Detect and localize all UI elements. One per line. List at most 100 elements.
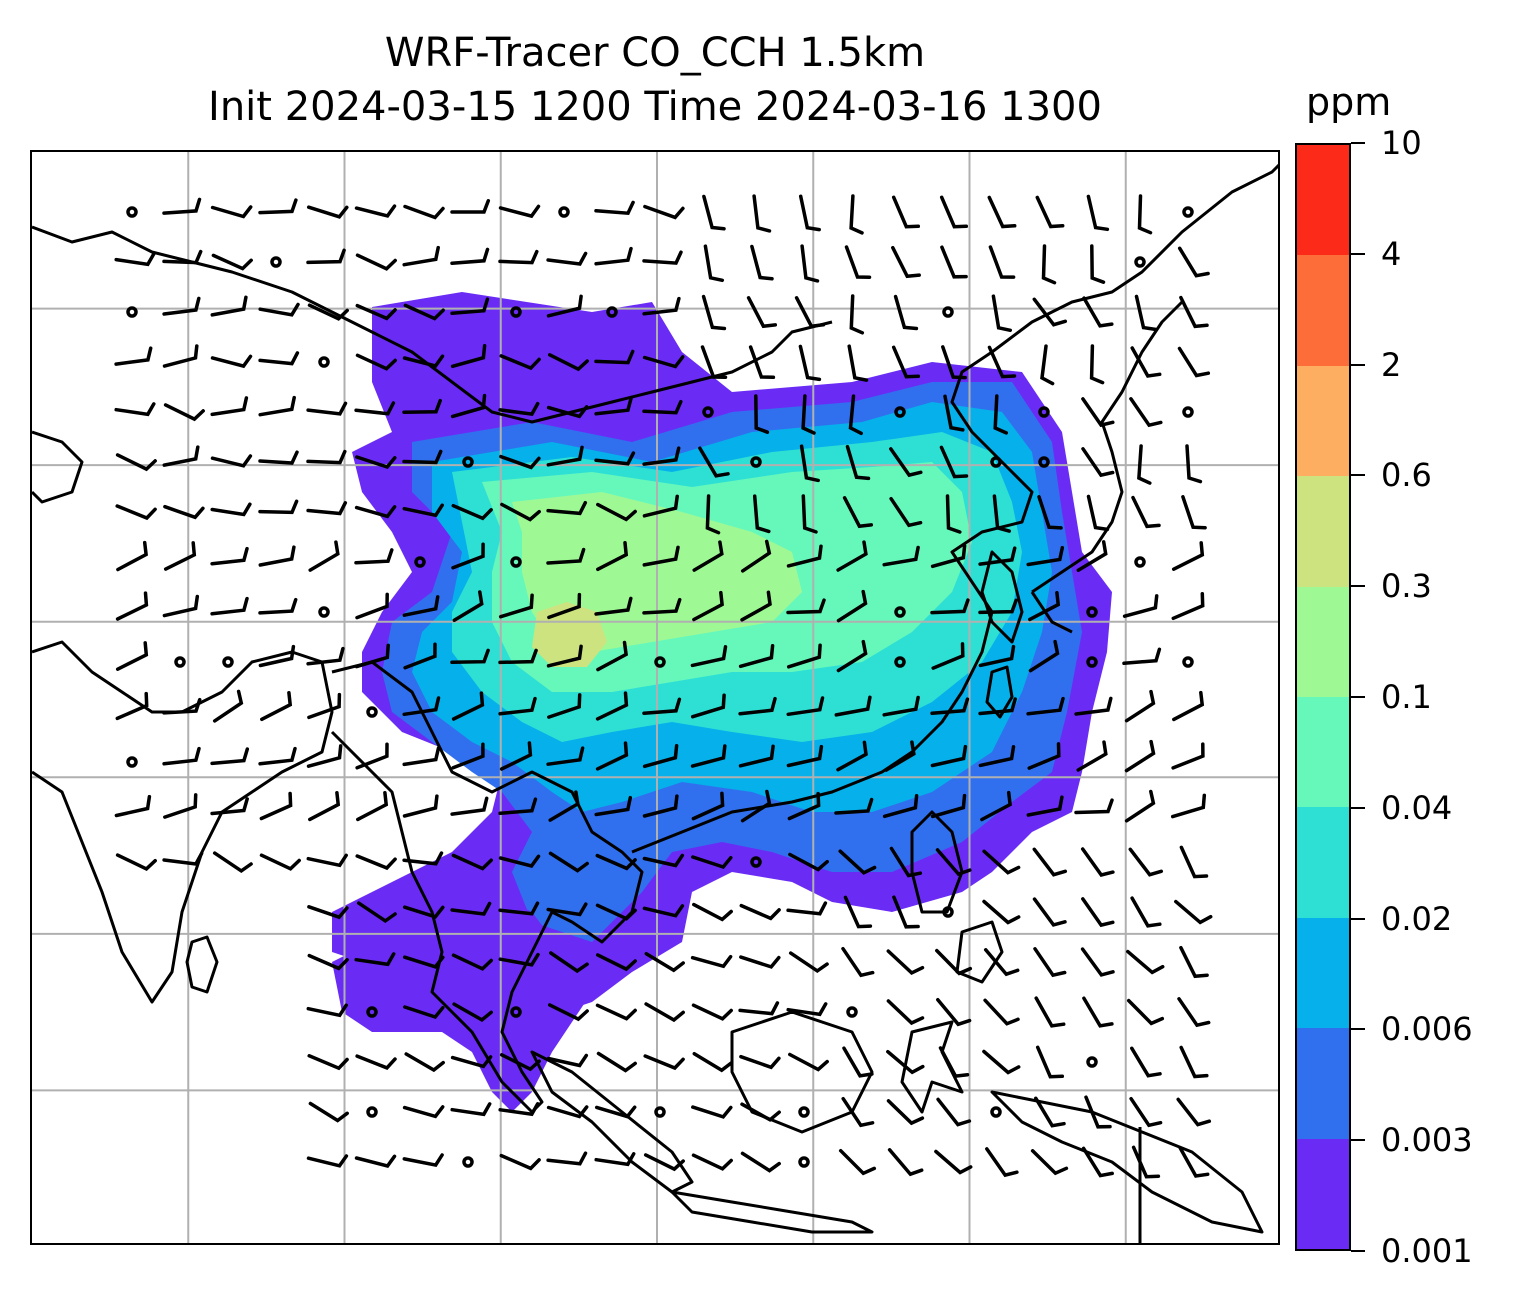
colorbar-tick-mark: [1351, 917, 1365, 920]
wind-barb: [886, 949, 925, 975]
wind-barb: [355, 742, 389, 770]
wind-barb: [887, 1148, 924, 1177]
colorbar-tick-label: 0.1: [1381, 678, 1432, 716]
wind-barb: [594, 246, 633, 266]
wind-barb: [114, 252, 156, 267]
calm-wind-marker: [318, 606, 330, 618]
wind-barb: [306, 1003, 348, 1018]
wind-barb: [1076, 740, 1108, 772]
wind-barb: [642, 697, 682, 715]
wind-barb: [930, 793, 967, 819]
wind-barb: [1177, 997, 1211, 1028]
wind-barb: [841, 1096, 875, 1128]
wind-barb: [978, 644, 1016, 668]
wind-barb: [499, 354, 541, 371]
wind-barb: [1179, 945, 1209, 979]
wind-barb: [355, 353, 397, 371]
wind-barb: [308, 790, 341, 822]
calm-wind-marker: [366, 1006, 378, 1018]
wind-barb: [115, 691, 149, 721]
wind-barb: [798, 344, 822, 382]
wind-barb: [982, 899, 1021, 925]
wind-barb: [451, 742, 485, 770]
wind-barb: [162, 197, 202, 215]
calm-wind-marker: [174, 656, 186, 668]
wind-barb: [700, 345, 728, 379]
wind-barb: [306, 401, 348, 416]
colorbar-tick-label: 0.001: [1381, 1232, 1473, 1270]
wind-barb: [1033, 947, 1067, 978]
wind-barb: [643, 204, 685, 220]
wind-barb: [162, 445, 200, 467]
calm-wind-marker: [750, 856, 762, 868]
wind-barb: [1170, 793, 1207, 819]
wind-barb: [889, 447, 923, 478]
calm-wind-marker: [942, 906, 954, 918]
wind-barb: [786, 643, 822, 669]
wind-barb: [1026, 545, 1065, 567]
wind-barb: [1084, 1095, 1112, 1129]
colorbar-tick-mark: [1351, 142, 1365, 144]
wind-barb: [594, 396, 633, 416]
wind-barb: [1130, 896, 1162, 928]
wind-barb: [886, 1099, 925, 1126]
wind-barb: [642, 794, 679, 818]
wind-barb: [691, 1153, 733, 1171]
wind-barb: [691, 1003, 733, 1021]
wind-barb: [115, 591, 149, 621]
wind-barb: [842, 496, 874, 529]
wind-barb: [498, 797, 538, 816]
wind-barb: [595, 853, 637, 871]
wind-barb: [402, 245, 440, 267]
wind-barb: [114, 794, 152, 818]
wind-barb: [987, 195, 1017, 229]
wind-barb: [594, 200, 635, 216]
wind-barb: [450, 901, 492, 916]
wind-barb: [787, 791, 821, 821]
calm-wind-marker: [1086, 606, 1098, 618]
calm-wind-marker: [126, 306, 138, 318]
calm-wind-marker: [126, 206, 138, 218]
wind-barb: [1032, 847, 1068, 877]
colorbar-segment-3: [1297, 807, 1349, 918]
wind-barb: [886, 999, 925, 1026]
wind-barb: [452, 1002, 493, 1023]
wind-barb: [211, 253, 253, 271]
colorbar-tick-label: 0.3: [1381, 567, 1432, 606]
wind-barb: [306, 744, 343, 768]
wind-barb: [930, 598, 970, 615]
wind-barb: [354, 548, 394, 565]
wind-barb: [1131, 1145, 1161, 1179]
wind-barb: [306, 501, 348, 516]
calm-wind-marker: [894, 606, 906, 618]
wind-barb: [1074, 798, 1114, 815]
wind-barb: [1032, 297, 1068, 327]
wind-barb: [1086, 194, 1110, 232]
wind-barb: [1081, 897, 1115, 928]
wind-barb: [546, 1053, 589, 1068]
calm-wind-marker: [1086, 656, 1098, 668]
wind-barb: [450, 796, 489, 816]
wind-barb: [943, 394, 965, 432]
wind-barb: [1082, 296, 1114, 328]
calm-wind-marker: [654, 656, 666, 668]
wind-barb: [891, 345, 921, 379]
wind-barb: [210, 747, 250, 766]
calm-wind-marker: [1086, 1056, 1098, 1068]
wind-barb: [356, 790, 389, 822]
wind-barb: [1030, 1149, 1069, 1176]
wind-barb: [739, 955, 781, 969]
wind-barb: [978, 697, 1017, 716]
wind-barb: [308, 540, 340, 572]
wind-barb: [889, 496, 923, 528]
calm-wind-marker: [1038, 406, 1050, 418]
calm-wind-marker: [894, 656, 906, 668]
wind-barb: [786, 901, 828, 916]
wind-barb: [355, 854, 397, 871]
wind-barb: [450, 247, 490, 265]
calm-wind-marker: [366, 706, 378, 718]
wind-barb: [306, 646, 345, 666]
wind-barb: [594, 1105, 637, 1119]
wind-barb: [354, 204, 397, 218]
wind-barb: [258, 351, 300, 366]
